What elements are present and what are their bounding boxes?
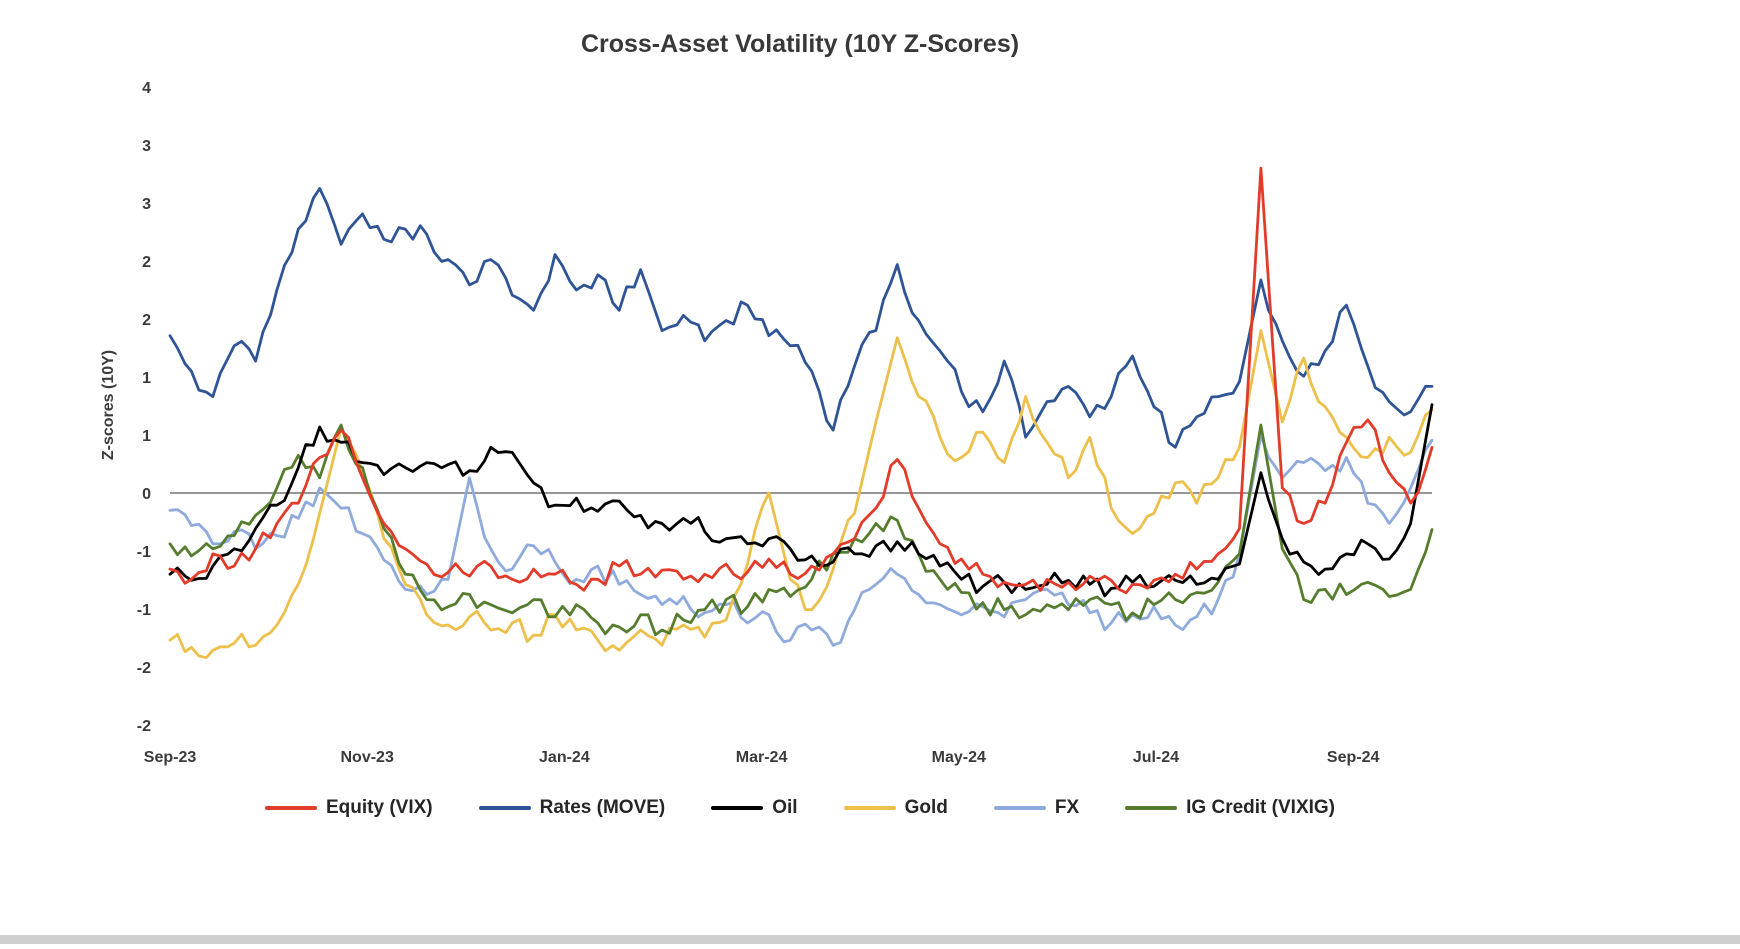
y-tick-label: 4 [142,80,151,97]
legend-label-rates-move: Rates (MOVE) [539,797,666,818]
x-tick-label: Jul-24 [1133,749,1179,766]
legend-swatch-fx [993,806,1046,810]
legend-swatch-ig-credit-vixig [1125,806,1178,810]
legend-item-gold: Gold [843,797,948,819]
series-line-fx [168,433,1434,647]
legend-label-equity-vix: Equity (VIX) [325,797,433,818]
y-tick-label: 1 [142,370,151,387]
x-axis-tick-labels: Sep-23 Nov-23 Jan-24 Mar-24 May-24 Jul-24 Sep-… [144,749,1380,766]
legend-item-fx: FX [993,797,1080,819]
plot-area [168,166,1434,659]
legend-label-oil: Oil [772,797,798,818]
y-axis-title: Z-scores (10Y) [100,350,117,460]
legend: Equity (VIX) Rates (MOVE) Oil Gold FX IG Cred… [150,797,1450,819]
legend-item-equity-vix: Equity (VIX) [264,797,433,819]
y-axis-tick-labels: 4 3 3 2 2 1 1 0 -1 -1 -2 -2 [137,80,151,735]
y-tick-label: -2 [137,718,151,735]
y-tick-label: 3 [142,196,151,213]
legend-swatch-oil [711,806,764,810]
y-tick-label: 0 [142,486,151,503]
window-bottom-edge [0,935,1740,944]
series-line-gold [168,329,1434,659]
x-tick-label: Nov-23 [341,749,394,766]
series-line-equity-vix [168,166,1434,595]
x-tick-label: Sep-23 [144,749,197,766]
x-tick-label: Sep-24 [1327,749,1380,766]
legend-label-ig-credit-vixig: IG Credit (VIXIG) [1186,797,1336,818]
x-tick-label: May-24 [932,749,986,766]
series-line-oil [168,403,1434,598]
legend-swatch-gold [843,806,896,810]
y-tick-label: -1 [137,602,151,619]
legend-label-gold: Gold [904,797,948,818]
legend-swatch-equity-vix [264,806,317,810]
x-tick-label: Jan-24 [539,749,590,766]
y-tick-label: 1 [142,428,151,445]
y-tick-label: 2 [142,254,151,271]
legend-item-oil: Oil [711,797,798,819]
y-tick-label: -2 [137,660,151,677]
chart-title: Cross-Asset Volatility (10Y Z-Scores) [581,30,1019,58]
y-tick-label: 3 [142,138,151,155]
series-line-rates-move [168,187,1434,449]
legend-swatch-rates-move [478,806,531,810]
legend-label-fx: FX [1054,797,1080,818]
x-tick-label: Mar-24 [736,749,788,766]
legend-item-ig-credit-vixig: IG Credit (VIXIG) [1125,797,1335,819]
y-tick-label: 2 [142,312,151,329]
y-tick-label: -1 [137,544,151,561]
legend-item-rates-move: Rates (MOVE) [478,797,666,819]
